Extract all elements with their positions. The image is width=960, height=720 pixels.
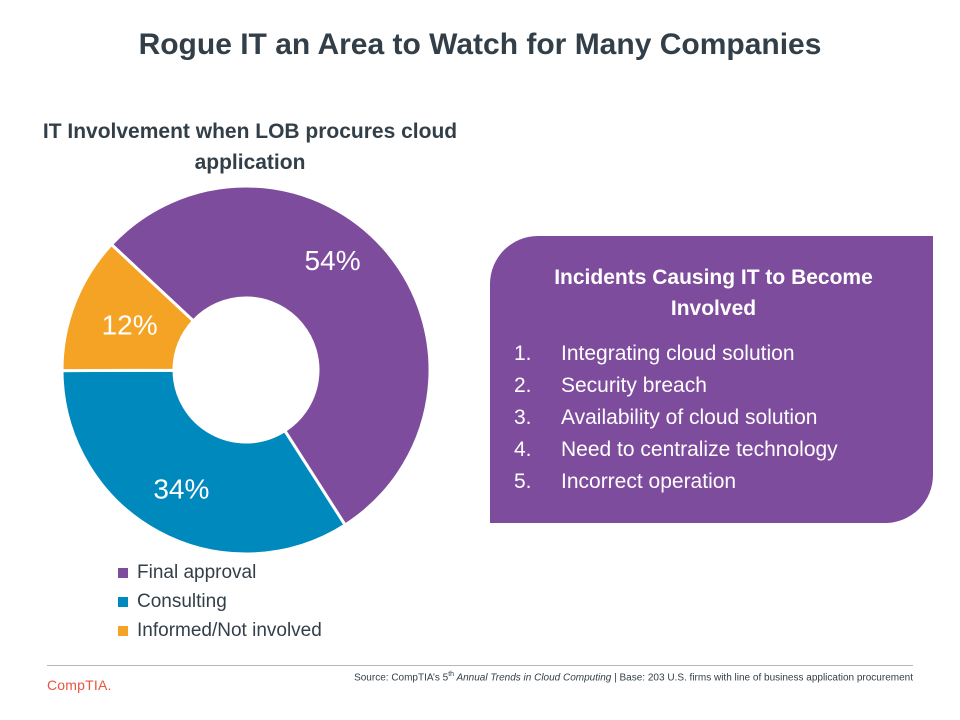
incident-number: 5. <box>514 470 532 493</box>
source-prefix: Source: CompTIA’s 5 <box>354 672 449 684</box>
source-sup: th <box>448 671 455 678</box>
chart-title: IT Involvement when LOB procures cloud a… <box>42 120 458 174</box>
incident-number: 1. <box>514 342 532 365</box>
chart-legend: Final approval Consulting Informed/Not inv… <box>118 558 322 645</box>
incidents-list: 1. Integrating cloud solution 2. Securit… <box>514 338 913 498</box>
legend-label: Consulting <box>137 590 227 612</box>
incidents-panel: Incidents Causing IT to Become Involved … <box>490 236 933 523</box>
incident-number: 3. <box>514 406 532 429</box>
slice-final-approval <box>109 184 432 528</box>
legend-swatch <box>118 596 128 607</box>
slice-label-consulting: 34% <box>153 474 209 505</box>
incident-text: Need to centralize technology <box>561 438 838 461</box>
incident-item: 5. Incorrect operation <box>514 466 913 498</box>
incident-item: 3. Availability of cloud solution <box>514 402 913 434</box>
slice-informed-not-involved <box>60 242 196 373</box>
slice-label-final-approval: 54% <box>305 245 361 276</box>
incidents-title: Incidents Causing IT to Become Involved <box>554 266 873 320</box>
incident-item: 4. Need to centralize technology <box>514 434 913 466</box>
legend-item-consulting: Consulting <box>118 587 322 616</box>
source-report: Annual Trends in Cloud Computing <box>454 672 612 684</box>
legend-label: Informed/Not involved <box>137 619 322 641</box>
slide-title: Rogue IT an Area to Watch for Many Compa… <box>138 28 822 61</box>
donut-chart-svg: 54% 34% 12% <box>60 184 432 556</box>
legend-swatch <box>118 625 128 636</box>
legend-swatch <box>118 567 128 578</box>
legend-item-final-approval: Final approval <box>118 558 322 587</box>
source-suffix: | Base: 203 U.S. firms with line of busi… <box>611 672 913 684</box>
donut-chart: 54% 34% 12% <box>56 180 436 560</box>
incident-number: 4. <box>514 438 532 461</box>
incident-item: 1. Integrating cloud solution <box>514 338 913 370</box>
incident-text: Incorrect operation <box>561 470 737 493</box>
legend-item-informed-not-involved: Informed/Not involved <box>118 616 322 645</box>
incident-text: Integrating cloud solution <box>561 342 795 365</box>
slice-consulting <box>60 368 348 556</box>
incident-text: Security breach <box>561 374 707 397</box>
comptia-logo: CompTIA. <box>47 677 112 693</box>
incident-item: 2. Security breach <box>514 370 913 402</box>
footer-divider <box>47 665 913 666</box>
legend-label: Final approval <box>137 561 257 583</box>
incident-text: Availability of cloud solution <box>561 406 818 429</box>
slice-label-informed-not-involved: 12% <box>102 309 158 340</box>
incident-number: 2. <box>514 374 532 397</box>
source-note: Source: CompTIA’s 5th Annual Trends in C… <box>354 671 913 683</box>
